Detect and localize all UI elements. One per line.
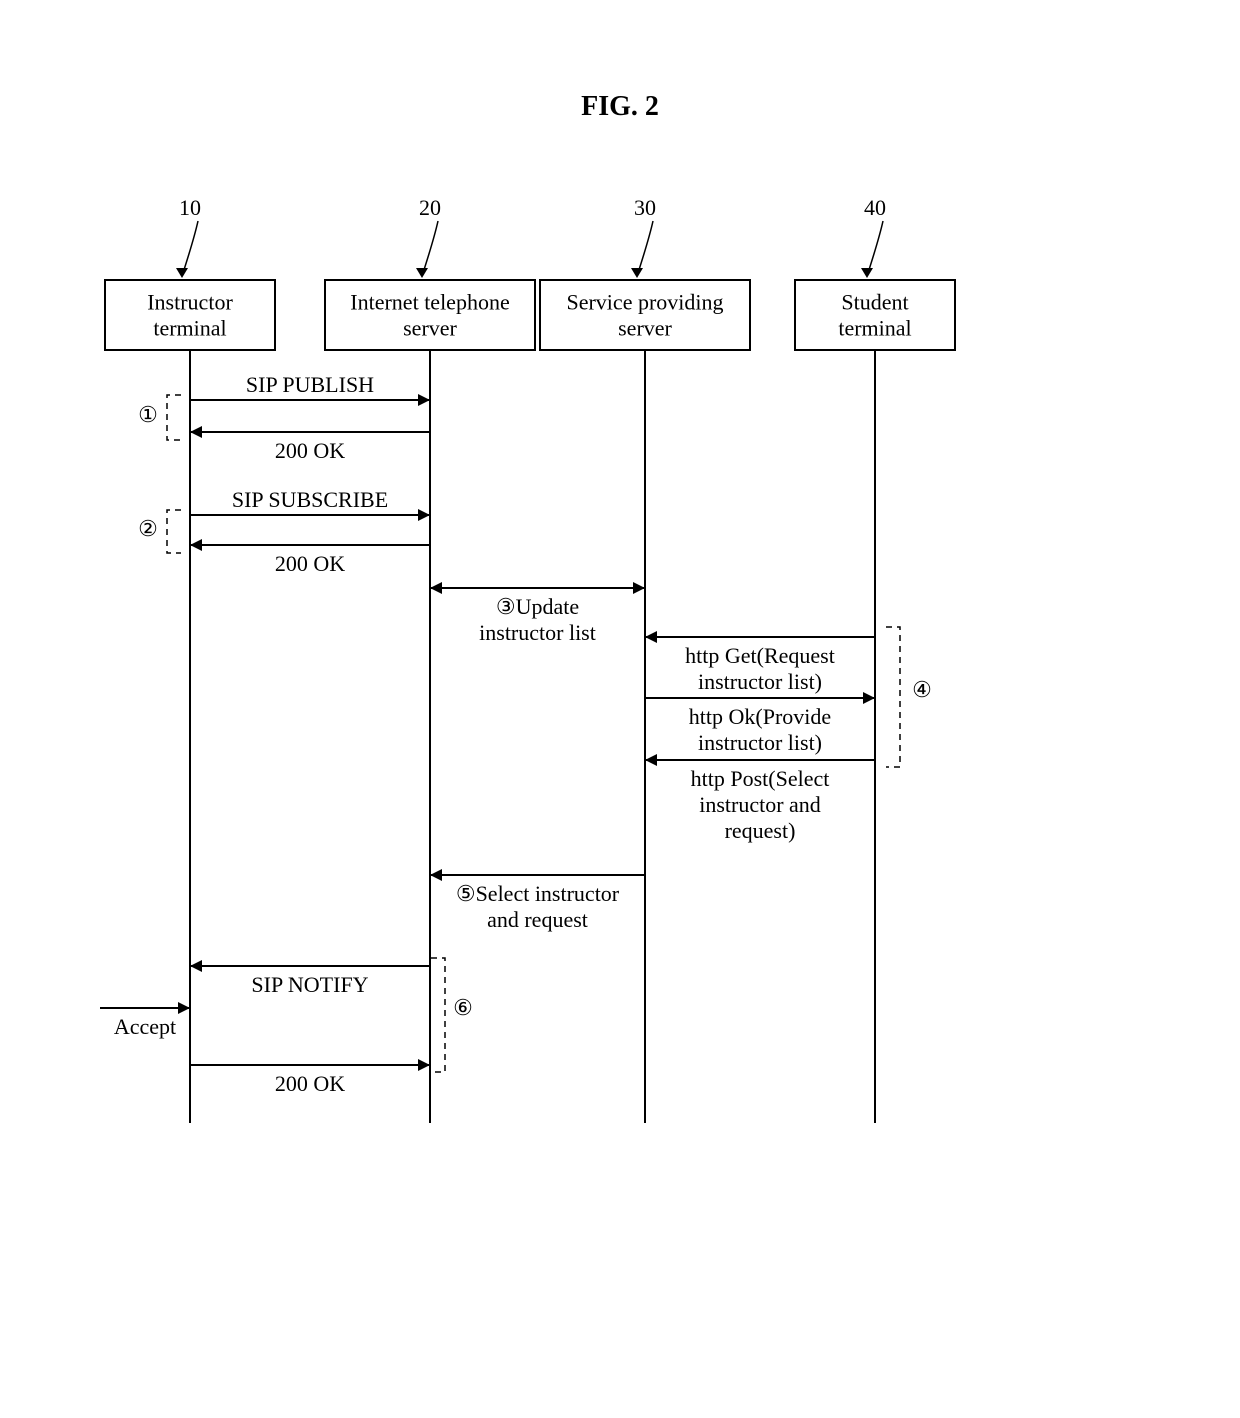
message-arrowhead (645, 631, 657, 643)
message-arrowhead (430, 869, 442, 881)
lifeline-ref: 30 (634, 195, 656, 220)
message-arrowhead (418, 394, 430, 406)
message-arrowhead (645, 754, 657, 766)
leader-arrowhead (631, 268, 643, 278)
lifeline-label: Student (841, 290, 908, 315)
message-label: instructor and (699, 792, 821, 817)
message-label: 200 OK (275, 1071, 345, 1096)
lifeline-leader (182, 221, 198, 276)
message-arrowhead (418, 509, 430, 521)
step-bracket (167, 395, 181, 440)
message-arrowhead (863, 692, 875, 704)
message-label: ③Update (496, 594, 579, 619)
lifeline-label: terminal (153, 316, 226, 341)
message-arrowhead (190, 960, 202, 972)
message-label: instructor list (479, 620, 596, 645)
message-label: instructor list) (698, 669, 822, 694)
figure-title: FIG. 2 (581, 91, 659, 122)
lifeline-ref: 10 (179, 195, 201, 220)
lifeline-ref: 40 (864, 195, 886, 220)
message-arrowhead (190, 426, 202, 438)
step-bracket (167, 510, 181, 553)
message-label: 200 OK (275, 438, 345, 463)
leader-arrowhead (176, 268, 188, 278)
leader-arrowhead (861, 268, 873, 278)
step-bracket (886, 627, 900, 767)
lifeline-leader (867, 221, 883, 276)
message-arrowhead (178, 1002, 190, 1014)
message-label: ⑤Select instructor (456, 881, 620, 906)
sequence-diagram: FIG. 210Instructorterminal20Internet tel… (0, 0, 1240, 1418)
message-label: and request (487, 907, 588, 932)
message-label: Accept (114, 1014, 176, 1039)
message-label: 200 OK (275, 551, 345, 576)
lifeline-label: Instructor (147, 290, 233, 315)
message-arrowhead (418, 1059, 430, 1071)
message-arrowhead (190, 539, 202, 551)
step-bracket (431, 958, 445, 1072)
lifeline-label: server (403, 316, 457, 341)
message-arrowhead (430, 582, 442, 594)
step-marker: ④ (912, 677, 932, 702)
message-label: SIP NOTIFY (251, 972, 368, 997)
lifeline-ref: 20 (419, 195, 441, 220)
lifeline-label: server (618, 316, 672, 341)
message-label: http Get(Request (685, 643, 835, 668)
message-label: http Post(Select (691, 766, 830, 791)
message-label: SIP SUBSCRIBE (232, 487, 388, 512)
message-label: http Ok(Provide (689, 704, 831, 729)
leader-arrowhead (416, 268, 428, 278)
lifeline-label: Service providing (566, 290, 723, 315)
message-label: instructor list) (698, 730, 822, 755)
step-marker: ⑥ (453, 995, 473, 1020)
message-label: SIP PUBLISH (246, 372, 374, 397)
lifeline-label: Internet telephone (350, 290, 509, 315)
step-marker: ② (138, 516, 158, 541)
lifeline-label: terminal (838, 316, 911, 341)
step-marker: ① (138, 402, 158, 427)
lifeline-leader (422, 221, 438, 276)
message-arrowhead (633, 582, 645, 594)
message-label: request) (725, 818, 796, 843)
lifeline-leader (637, 221, 653, 276)
